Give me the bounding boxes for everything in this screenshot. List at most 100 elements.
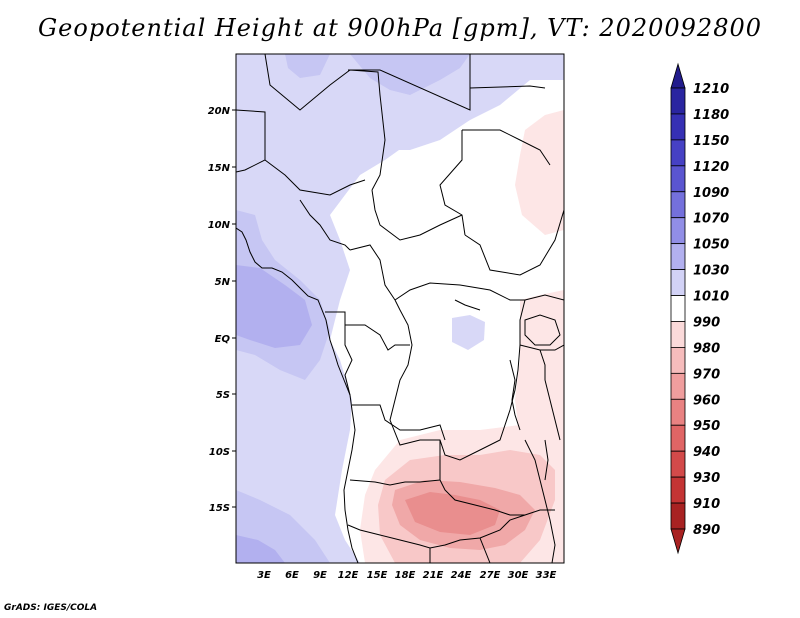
border-central-2 (325, 311, 410, 351)
coastline-west (236, 227, 359, 563)
lon-label-27e: 27E (480, 570, 501, 581)
colorbar-segment (670, 476, 686, 504)
border-sahel-6 (299, 199, 351, 251)
colorbar-segment (670, 347, 686, 374)
field-region-1050-north (350, 54, 470, 95)
lake-malawi (544, 439, 549, 481)
field-region-1050-northwest (285, 54, 330, 78)
lat-label-eq: EQ (215, 334, 231, 345)
border-south-2 (439, 440, 525, 516)
lat-label-5s: 5S (216, 390, 230, 401)
colorbar-segment (670, 502, 686, 530)
colorbar-label: 950 (693, 419, 720, 434)
border-sahel-5 (349, 244, 396, 301)
border-north-1 (264, 54, 386, 191)
colorbar-label: 980 (693, 341, 720, 356)
colorbar-label: 910 (693, 497, 720, 512)
border-sahel-4 (464, 209, 564, 276)
lat-label-5n: 5N (215, 277, 231, 288)
lat-label-15n: 15N (208, 163, 231, 174)
lat-label-10n: 10N (208, 220, 231, 231)
map-area (236, 54, 564, 563)
colorbar-label: 1120 (693, 160, 729, 175)
field-region-1070-west (236, 265, 312, 348)
colorbar-segment (670, 113, 686, 141)
border-east-1 (519, 344, 564, 351)
colorbar-segment (670, 450, 686, 478)
colorbar-top-arrow (670, 62, 686, 89)
colorbar-label: 990 (693, 315, 720, 330)
colorbar-label: 960 (693, 393, 720, 408)
lon-label-30e: 30E (508, 570, 529, 581)
colorbar-segment (670, 372, 686, 400)
field-region-960-south (405, 492, 500, 535)
border-south-6 (479, 537, 491, 563)
colorbar-label: 1070 (693, 212, 729, 227)
border-south-1 (352, 404, 446, 441)
lon-axis: 3E 6E 9E 12E 15E 18E 21E 24E 27E 30E 33E (257, 570, 556, 581)
colorbar-label: 1150 (693, 134, 729, 149)
colorbar-segment (670, 217, 686, 245)
lon-label-9e: 9E (313, 570, 327, 581)
field-region-1030-congo (452, 315, 485, 350)
border-central-4 (389, 299, 526, 461)
colorbar-label: 1030 (693, 264, 729, 279)
border-sahel-3 (371, 189, 463, 241)
border-central-3 (344, 325, 353, 396)
colorbar-label: 1010 (693, 290, 729, 305)
colorbar-segment (670, 139, 686, 167)
border-east-3 (454, 299, 481, 311)
colorbar: 1210 1180 1150 1120 1090 1070 1050 1030 1010 990 9… (670, 62, 729, 555)
lon-label-15e: 15E (367, 570, 388, 581)
border-sahel-2 (462, 129, 551, 166)
field-region-990-east (515, 290, 564, 470)
lake-tanganyika (509, 359, 521, 431)
border-south-3 (349, 479, 441, 486)
colorbar-label: 970 (693, 367, 720, 382)
lon-label-3e: 3E (257, 570, 271, 581)
colorbar-label: 890 (693, 523, 720, 538)
lat-label-10s: 10S (209, 447, 230, 458)
border-central-1 (394, 282, 564, 301)
colorbar-label: 1180 (693, 108, 729, 123)
colorbar-label: 930 (693, 471, 720, 486)
lon-label-33e: 33E (536, 570, 557, 581)
colorbar-label: 1090 (693, 186, 729, 201)
border-north-5 (264, 159, 366, 196)
colorbar-bottom-arrow (670, 528, 686, 555)
lon-label-18e: 18E (395, 570, 416, 581)
lon-label-24e: 24E (451, 570, 472, 581)
colorbar-segment (670, 165, 686, 193)
colorbar-segment (670, 424, 686, 452)
colorbar-segment (670, 243, 686, 270)
border-south-4 (347, 509, 555, 549)
border-south-7 (524, 439, 556, 563)
colorbar-label: 1210 (693, 82, 729, 97)
colorbar-segment (670, 398, 686, 426)
field-region-1030-north (380, 54, 530, 150)
border-sahel-1 (439, 130, 466, 236)
colorbar-segment (670, 87, 686, 115)
lat-label-20n: 20N (208, 106, 231, 117)
lon-label-6e: 6E (285, 570, 299, 581)
colorbar-label: 1050 (693, 238, 729, 253)
border-east-2 (539, 349, 561, 441)
colorbar-segment (670, 269, 686, 296)
country-borders (236, 54, 564, 563)
colorbar-segment (670, 295, 686, 322)
lat-axis: 20N 15N 10N 5N EQ 5S 10S 15S (208, 106, 236, 514)
colorbar-segment (670, 191, 686, 219)
lon-label-12e: 12E (338, 570, 359, 581)
grads-credit: GrADS: IGES/COLA (4, 603, 98, 613)
map-frame (235, 53, 565, 564)
colorbar-segment (670, 321, 686, 348)
colorbar-label: 940 (693, 445, 720, 460)
chart-title: Geopotential Height at 900hPa [gpm], VT:… (38, 14, 762, 42)
lon-label-21e: 21E (423, 570, 444, 581)
border-north-3 (469, 85, 546, 89)
lat-label-15s: 15S (209, 503, 230, 514)
field-region-1070-southwest (236, 535, 285, 563)
lake-victoria (524, 314, 561, 346)
border-north-2 (348, 54, 471, 111)
